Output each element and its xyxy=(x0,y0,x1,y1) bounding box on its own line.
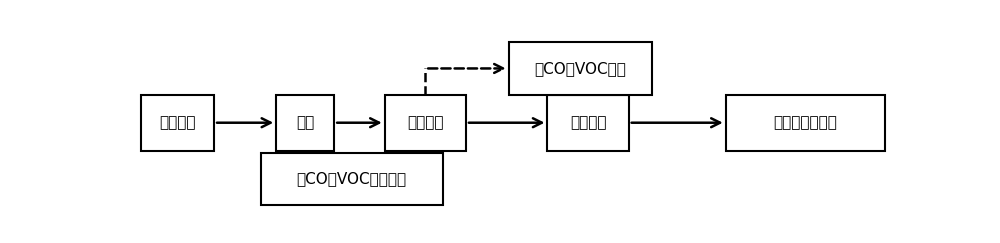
Text: 含CO和VOC烟气: 含CO和VOC烟气 xyxy=(534,61,626,76)
FancyBboxPatch shape xyxy=(726,95,885,151)
Text: 电极材料: 电极材料 xyxy=(159,115,196,130)
FancyBboxPatch shape xyxy=(509,42,652,95)
FancyBboxPatch shape xyxy=(276,95,334,151)
Text: 还原后电极材料: 还原后电极材料 xyxy=(773,115,837,130)
Text: 吸收烟气: 吸收烟气 xyxy=(407,115,444,130)
FancyBboxPatch shape xyxy=(261,153,443,205)
FancyBboxPatch shape xyxy=(547,95,629,151)
Text: 碳热还原: 碳热还原 xyxy=(570,115,606,130)
FancyBboxPatch shape xyxy=(140,95,214,151)
FancyBboxPatch shape xyxy=(385,95,466,151)
Text: 预热: 预热 xyxy=(296,115,314,130)
Text: 除CO和VOC后的烟气: 除CO和VOC后的烟气 xyxy=(297,171,407,186)
